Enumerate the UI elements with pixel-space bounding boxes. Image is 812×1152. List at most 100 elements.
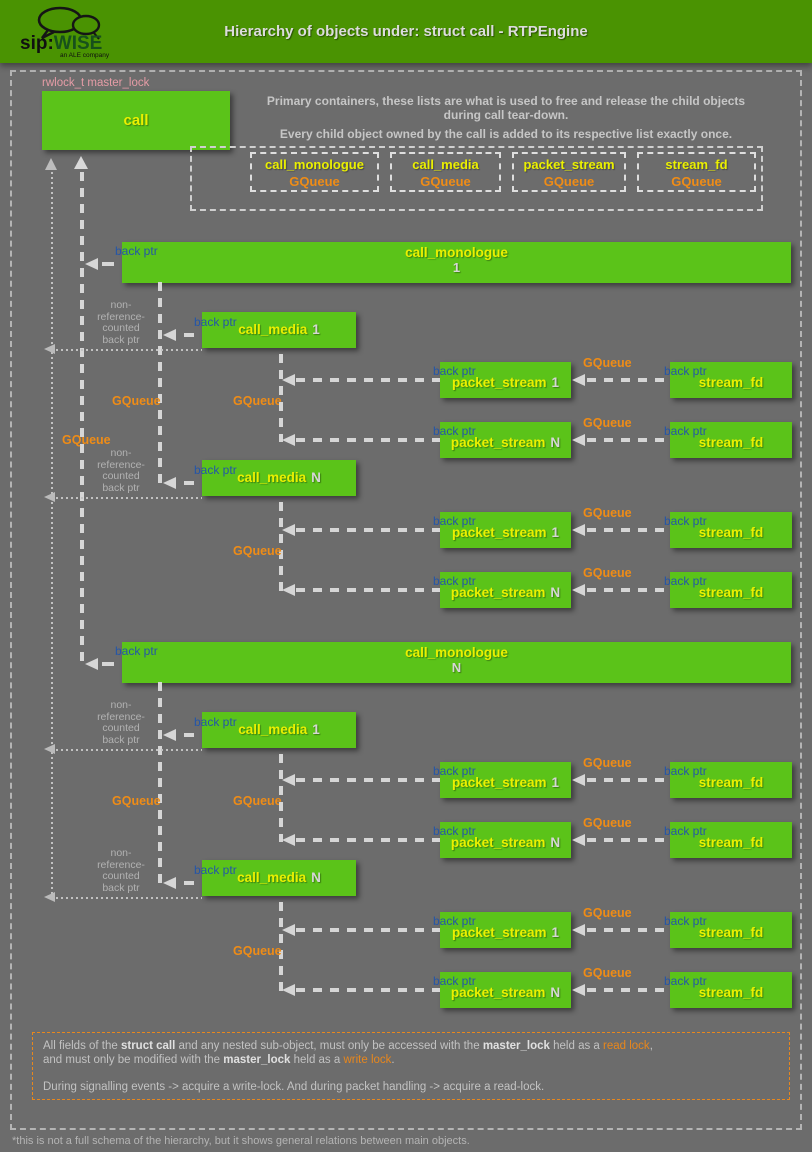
arrow-left-icon (282, 584, 295, 596)
packet-stream-box: packet_stream N (440, 822, 571, 858)
packet-gqueue-line (279, 754, 283, 842)
packet-stream-box: packet_stream N (440, 422, 571, 458)
media-gqueue-line (158, 682, 162, 888)
box-title: call_monologue (405, 245, 508, 260)
arrow-left-icon (572, 834, 585, 846)
gqueue-label: GQueue (112, 794, 161, 808)
packet-stream-box: packet_stream 1 (440, 512, 571, 548)
queue-name: call_monologue (265, 157, 364, 172)
arrow-left-icon (572, 984, 585, 996)
arrow-left-icon (44, 344, 55, 354)
arrow-left-icon (163, 329, 176, 341)
gqueue-label: GQueue (233, 794, 282, 808)
stream-fd-box: stream_fd (670, 362, 792, 398)
box-index: N (451, 660, 462, 675)
arrow-left-icon (163, 877, 176, 889)
back-ptr-dashes (296, 988, 440, 992)
queue-type: GQueue (289, 174, 340, 189)
back-ptr-label: back ptr (433, 824, 476, 838)
locking-notes-box: All fields of the struct call and any ne… (32, 1032, 790, 1100)
back-ptr-label: back ptr (433, 974, 476, 988)
back-ptr-label: back ptr (664, 764, 707, 778)
notes-line2: and must only be modified with the maste… (43, 1054, 395, 1066)
arrow-left-icon (44, 492, 55, 502)
non-ref-backptr-line (51, 172, 53, 900)
non-ref-label: non-reference-counted back ptr (97, 847, 145, 894)
gqueue-label: GQueue (233, 394, 282, 408)
back-ptr-dash (184, 333, 194, 337)
packet-stream-box: packet_stream 1 (440, 362, 571, 398)
logo-tagline: an ALE company (60, 52, 110, 59)
gqueue-label: GQueue (583, 816, 632, 830)
back-ptr-dash (102, 262, 114, 266)
stream-fd-box: stream_fd (670, 572, 792, 608)
arrow-left-icon (282, 834, 295, 846)
gqueue-dashes (587, 778, 670, 782)
back-ptr-label: back ptr (664, 364, 707, 378)
arrow-left-icon (572, 774, 585, 786)
arrow-up-icon (45, 158, 57, 170)
back-ptr-label: back ptr (194, 463, 237, 477)
arrow-left-icon (282, 434, 295, 446)
logo-wise: WISE (54, 33, 103, 54)
gqueue-label: GQueue (583, 906, 632, 920)
non-ref-dotted-line (56, 349, 202, 351)
call-monologue-1-box: call_monologue 1 (122, 242, 791, 283)
notes-line3: During signalling events -> acquire a wr… (43, 1081, 545, 1093)
back-ptr-label: back ptr (433, 424, 476, 438)
gqueue-dashes (587, 438, 670, 442)
packet-gqueue-line (279, 354, 283, 442)
back-ptr-label: back ptr (194, 715, 237, 729)
primary-note-line3: Every child object owned by the call is … (279, 127, 733, 141)
non-ref-dotted-line (56, 749, 202, 751)
stream-fd-box: stream_fd (670, 762, 792, 798)
packet-stream-box: packet_stream 1 (440, 762, 571, 798)
box-title: call_media (237, 470, 307, 485)
back-ptr-label: back ptr (433, 914, 476, 928)
back-ptr-dashes (296, 588, 440, 592)
call-monologue-n-box: call_monologue N (122, 642, 791, 683)
box-title: call_monologue (405, 645, 508, 660)
box-title: call_media (237, 870, 307, 885)
packet-stream-box: packet_stream 1 (440, 912, 571, 948)
non-ref-dotted-line (56, 497, 202, 499)
back-ptr-label: back ptr (664, 514, 707, 528)
back-ptr-label: back ptr (664, 424, 707, 438)
gqueue-label: GQueue (583, 506, 632, 520)
primary-note: Primary containers, these lists are what… (248, 94, 764, 141)
back-ptr-label: back ptr (194, 863, 237, 877)
queue-box-stream-fd: stream_fd GQueue (637, 152, 756, 192)
queue-name: call_media (412, 157, 479, 172)
gqueue-label: GQueue (233, 544, 282, 558)
gqueue-dashes (587, 528, 670, 532)
queue-type: GQueue (420, 174, 471, 189)
queue-name: packet_stream (523, 157, 615, 172)
back-ptr-label: back ptr (664, 574, 707, 588)
back-ptr-dashes (296, 378, 440, 382)
queue-box-packet-stream: packet_stream GQueue (512, 152, 626, 192)
gqueue-label: GQueue (583, 566, 632, 580)
queue-type: GQueue (671, 174, 722, 189)
back-ptr-dash (184, 881, 194, 885)
arrow-left-icon (282, 984, 295, 996)
arrow-left-icon (572, 524, 585, 536)
back-ptr-label: back ptr (194, 315, 237, 329)
monologue-gqueue-line (80, 172, 84, 666)
header-bar: sip:WISE an ALE company Hierarchy of obj… (0, 0, 812, 63)
packet-stream-box: packet_stream N (440, 972, 571, 1008)
gqueue-dashes (587, 588, 670, 592)
queue-type: GQueue (543, 174, 595, 189)
box-index: N (311, 470, 321, 485)
stream-fd-box: stream_fd (670, 822, 792, 858)
arrow-up-icon (74, 156, 88, 169)
arrow-left-icon (85, 658, 98, 670)
call-media-1-box: call_media 1 (202, 712, 356, 748)
queue-list-container (190, 146, 763, 211)
non-ref-label: non-reference-counted back ptr (97, 447, 145, 494)
back-ptr-label: back ptr (115, 644, 158, 658)
arrow-left-icon (44, 892, 55, 902)
gqueue-dashes (587, 928, 670, 932)
non-ref-label: non-reference-counted back ptr (97, 299, 145, 346)
call-media-1-box: call_media 1 (202, 312, 356, 348)
